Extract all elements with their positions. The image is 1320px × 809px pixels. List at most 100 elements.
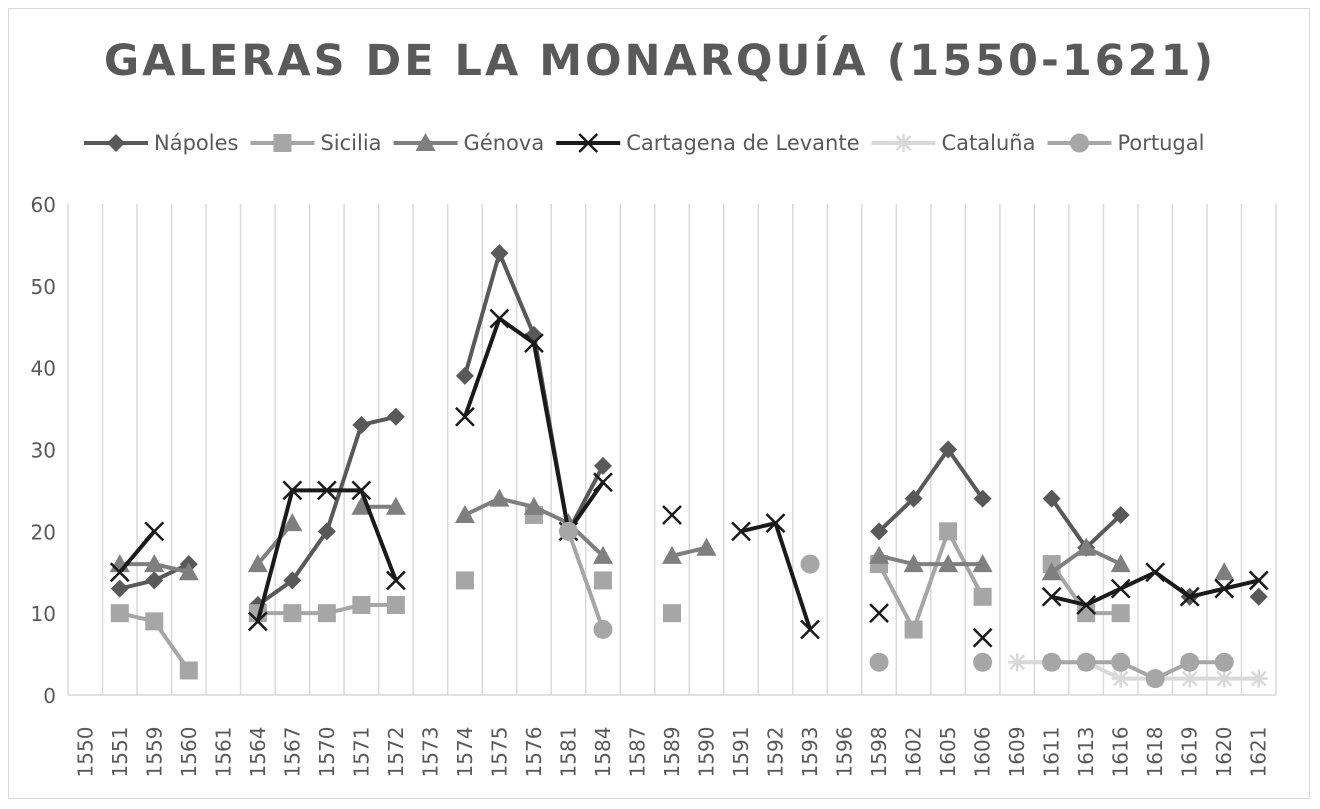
- data-point-sicilia: [904, 620, 923, 639]
- x-tick-label: 1590: [695, 727, 719, 778]
- x-tick-label: 1571: [349, 727, 373, 778]
- data-point-cartagena-de-levante: [1076, 595, 1097, 615]
- x-tick-label: 1576: [522, 727, 546, 778]
- chart-title: GALERAS DE LA MONARQUÍA (1550-1621): [103, 36, 1217, 86]
- data-point-g-nova: [385, 496, 406, 515]
- data-point-n-poles: [490, 244, 509, 263]
- y-tick-label: 50: [31, 275, 56, 299]
- data-point-sicilia: [110, 604, 129, 623]
- data-point-cartagena-de-levante: [455, 406, 475, 427]
- y-tick-label: 60: [31, 193, 56, 217]
- data-point-sicilia: [283, 604, 302, 623]
- legend-marker-cartagena-de-levante: [578, 133, 599, 153]
- x-tick-label: 1591: [729, 727, 753, 778]
- data-point-g-nova: [938, 554, 959, 573]
- y-tick-label: 40: [31, 357, 56, 381]
- x-tick-label: 1587: [625, 727, 649, 778]
- series-line-n-poles: [290, 529, 329, 583]
- x-tick-label: 1605: [936, 727, 960, 778]
- series-line-n-poles: [911, 447, 951, 501]
- data-point-g-nova: [1041, 562, 1062, 581]
- data-point-sicilia: [663, 604, 681, 623]
- series-line-portugal: [566, 529, 605, 632]
- data-point-n-poles: [145, 571, 164, 590]
- data-point-cartagena-de-levante: [1248, 570, 1269, 591]
- data-point-g-nova: [523, 496, 544, 515]
- x-tick-label: 1616: [1109, 727, 1133, 778]
- data-point-portugal: [973, 652, 993, 672]
- data-point-cartagena-de-levante: [972, 627, 993, 648]
- data-point-cartagena-de-levante: [282, 480, 303, 501]
- y-tick-label: 0: [43, 684, 56, 708]
- data-point-catalu-a: [1249, 669, 1268, 688]
- data-point-n-poles: [1249, 587, 1268, 606]
- x-tick-label: 1621: [1247, 727, 1271, 778]
- data-point-cartagena-de-levante: [1214, 578, 1235, 599]
- data-point-cartagena-de-levante: [524, 333, 544, 354]
- legend-label-g-nova: Génova: [464, 131, 545, 155]
- series-line-cartagena-de-levante: [255, 488, 295, 624]
- series-line-n-poles: [1049, 496, 1089, 550]
- x-tick-label: 1567: [280, 727, 304, 778]
- x-tick-label: 1584: [591, 727, 615, 778]
- x-tick-label: 1570: [315, 727, 339, 778]
- x-tick-label: 1564: [246, 727, 270, 778]
- data-point-sicilia: [593, 571, 612, 590]
- x-tick-label: 1573: [418, 727, 442, 778]
- data-point-g-nova: [592, 545, 613, 564]
- data-point-cartagena-de-levante: [247, 611, 268, 632]
- data-point-catalu-a: [1215, 669, 1234, 688]
- data-point-cartagena-de-levante: [1041, 586, 1062, 607]
- series-line-cartagena-de-levante: [359, 488, 398, 583]
- x-tick-label: 1589: [660, 727, 684, 778]
- series-line-cartagena-de-levante: [1187, 586, 1227, 599]
- data-point-portugal: [593, 620, 613, 640]
- data-point-portugal: [1042, 652, 1062, 672]
- legend-marker-sicilia: [273, 134, 292, 152]
- series-line-cartagena-de-levante: [1118, 570, 1158, 591]
- series-line-n-poles: [324, 422, 364, 534]
- x-tick-label: 1598: [867, 727, 891, 778]
- data-point-sicilia: [179, 661, 198, 680]
- data-point-n-poles: [870, 522, 889, 541]
- legend-label-cartagena-de-levante: Cartagena de Levante: [626, 131, 859, 155]
- data-point-cartagena-de-levante: [765, 513, 786, 534]
- y-tick-label: 10: [31, 602, 56, 626]
- x-tick-label: 1550: [73, 727, 97, 778]
- data-point-cartagena-de-levante: [662, 505, 682, 525]
- data-point-cartagena-de-levante: [593, 472, 613, 493]
- data-point-cartagena-de-levante: [316, 480, 337, 501]
- series-line-cartagena-de-levante: [773, 521, 813, 632]
- data-point-sicilia: [317, 604, 336, 623]
- legend-marker-g-nova: [415, 133, 436, 151]
- data-point-catalu-a: [1180, 669, 1199, 688]
- data-point-g-nova: [247, 554, 268, 573]
- data-point-cartagena-de-levante: [351, 480, 372, 501]
- x-tick-label: 1575: [487, 727, 511, 778]
- data-point-n-poles: [283, 571, 302, 590]
- data-point-g-nova: [696, 537, 717, 556]
- data-point-g-nova: [903, 554, 924, 573]
- series-line-n-poles: [497, 251, 536, 337]
- data-point-cartagena-de-levante: [489, 308, 510, 329]
- y-tick-label: 20: [31, 520, 56, 544]
- series-line-cartagena-de-levante: [462, 316, 502, 419]
- series-line-cartagena-de-levante: [1084, 586, 1123, 607]
- y-tick-label: 30: [31, 439, 56, 463]
- data-point-sicilia: [1111, 604, 1130, 623]
- data-point-n-poles: [904, 489, 923, 508]
- x-tick-label: 1593: [798, 727, 822, 778]
- series-line-n-poles: [1084, 512, 1123, 550]
- data-point-n-poles: [352, 415, 371, 434]
- legend-marker-portugal: [1069, 133, 1089, 153]
- series-line-n-poles: [877, 496, 916, 534]
- x-tick-label: 1613: [1074, 727, 1098, 778]
- data-point-g-nova: [282, 513, 303, 532]
- x-tick-label: 1592: [764, 727, 788, 778]
- series-line-sicilia: [911, 529, 951, 632]
- data-point-g-nova: [972, 554, 993, 573]
- data-point-cartagena-de-levante: [1179, 586, 1200, 607]
- data-point-g-nova: [662, 545, 682, 564]
- series-line-cartagena-de-levante: [1049, 594, 1089, 607]
- data-point-portugal: [558, 521, 578, 541]
